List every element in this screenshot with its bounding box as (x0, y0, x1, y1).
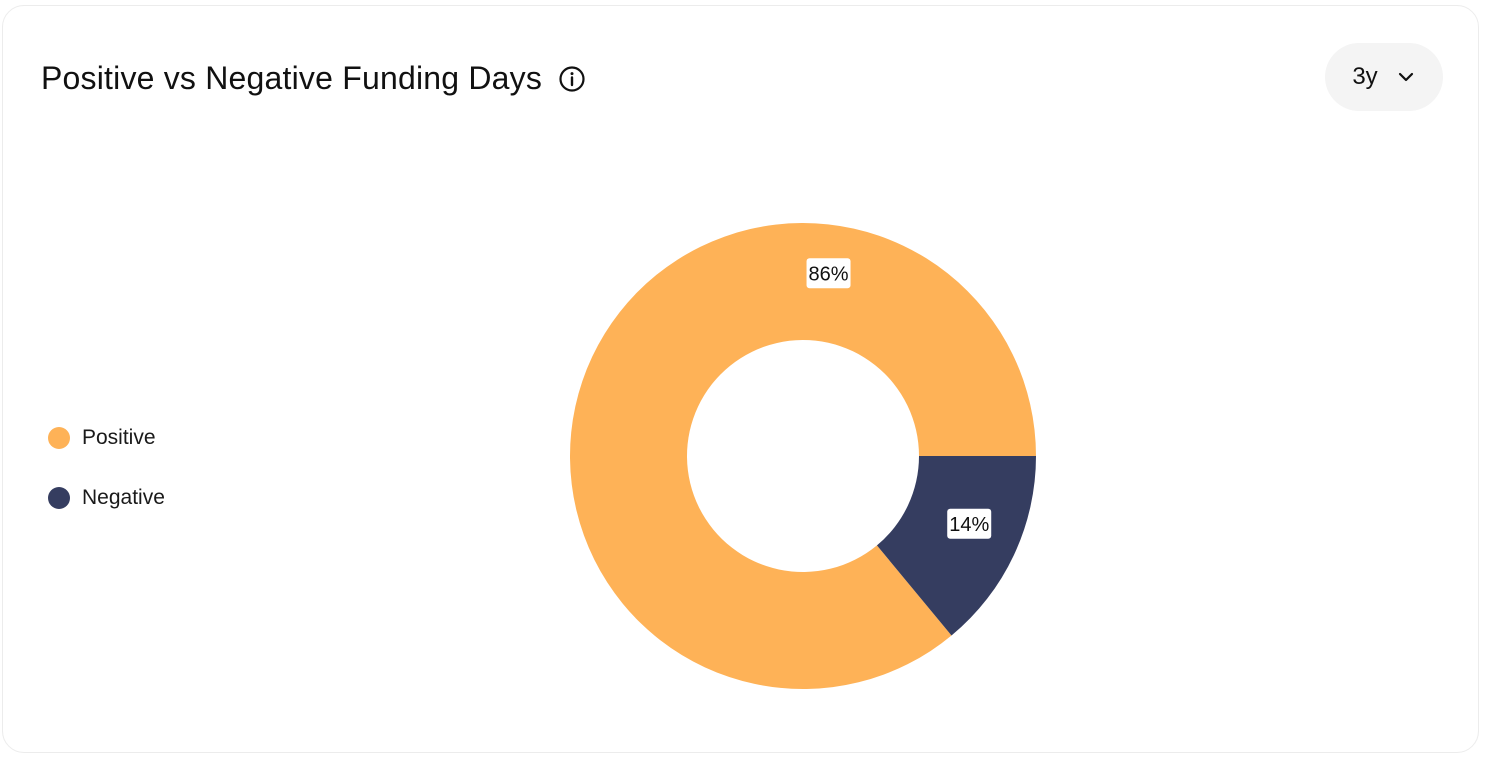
data-label-text: 86% (809, 263, 849, 285)
legend-swatch-negative (48, 487, 70, 509)
donut-slice-positive[interactable] (570, 223, 1036, 689)
header: Positive vs Negative Funding Days (41, 60, 586, 97)
data-label-negative: 14% (947, 508, 992, 539)
chevron-down-icon (1396, 67, 1416, 87)
legend-item-positive[interactable]: Positive (48, 420, 165, 456)
legend-label-positive: Positive (82, 426, 156, 449)
data-label-positive: 86% (806, 258, 851, 289)
legend-item-negative[interactable]: Negative (48, 480, 165, 516)
data-label-background (947, 508, 992, 539)
legend-swatch-positive (48, 427, 70, 449)
chart-title: Positive vs Negative Funding Days (41, 60, 543, 96)
donut-slice-negative[interactable] (876, 456, 1036, 636)
legend-label-negative: Negative (82, 486, 165, 509)
time-range-dropdown[interactable]: 3y (1325, 43, 1443, 111)
chart-legend: Positive Negative (48, 420, 165, 540)
time-range-value: 3y (1352, 63, 1378, 90)
data-label-background (806, 258, 851, 289)
data-label-text: 14% (949, 514, 989, 536)
info-circle-icon[interactable] (558, 65, 586, 93)
